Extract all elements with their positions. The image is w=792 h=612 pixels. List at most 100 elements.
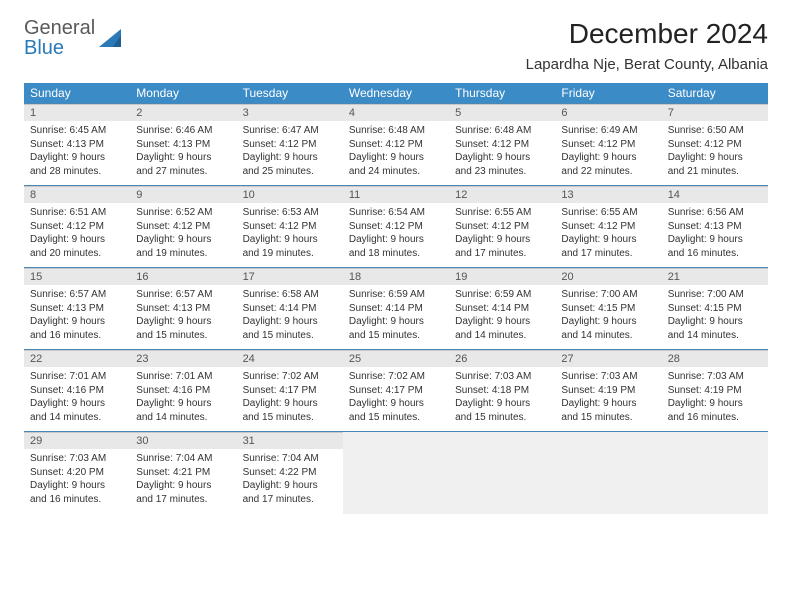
day-number: 1 bbox=[24, 104, 130, 121]
day-cell-3: 3Sunrise: 6:47 AMSunset: 4:12 PMDaylight… bbox=[237, 104, 343, 186]
daylight-line: Daylight: 9 hours and 15 minutes. bbox=[349, 397, 443, 424]
sunset-line: Sunset: 4:12 PM bbox=[455, 220, 549, 234]
sunrise-line: Sunrise: 6:46 AM bbox=[136, 124, 230, 138]
day-cell-26: 26Sunrise: 7:03 AMSunset: 4:18 PMDayligh… bbox=[449, 350, 555, 432]
day-number: 7 bbox=[662, 104, 768, 121]
sunrise-line: Sunrise: 7:00 AM bbox=[561, 288, 655, 302]
sunrise-line: Sunrise: 6:53 AM bbox=[243, 206, 337, 220]
day-cell-18: 18Sunrise: 6:59 AMSunset: 4:14 PMDayligh… bbox=[343, 268, 449, 350]
day-cell-22: 22Sunrise: 7:01 AMSunset: 4:16 PMDayligh… bbox=[24, 350, 130, 432]
brand-triangle-icon bbox=[99, 27, 125, 51]
sunrise-line: Sunrise: 6:58 AM bbox=[243, 288, 337, 302]
sunset-line: Sunset: 4:14 PM bbox=[455, 302, 549, 316]
sunrise-line: Sunrise: 6:56 AM bbox=[668, 206, 762, 220]
day-cell-2: 2Sunrise: 6:46 AMSunset: 4:13 PMDaylight… bbox=[130, 104, 236, 186]
day-body: Sunrise: 6:45 AMSunset: 4:13 PMDaylight:… bbox=[24, 121, 130, 183]
day-cell-24: 24Sunrise: 7:02 AMSunset: 4:17 PMDayligh… bbox=[237, 350, 343, 432]
daylight-line: Daylight: 9 hours and 27 minutes. bbox=[136, 151, 230, 178]
sunrise-line: Sunrise: 6:45 AM bbox=[30, 124, 124, 138]
daylight-line: Daylight: 9 hours and 14 minutes. bbox=[136, 397, 230, 424]
day-body: Sunrise: 6:57 AMSunset: 4:13 PMDaylight:… bbox=[24, 285, 130, 347]
sunset-line: Sunset: 4:13 PM bbox=[668, 220, 762, 234]
dow-header-tuesday: Tuesday bbox=[237, 83, 343, 104]
brand-text: General Blue bbox=[24, 18, 95, 58]
day-number: 4 bbox=[343, 104, 449, 121]
day-body: Sunrise: 7:03 AMSunset: 4:18 PMDaylight:… bbox=[449, 367, 555, 429]
sunset-line: Sunset: 4:12 PM bbox=[243, 220, 337, 234]
sunrise-line: Sunrise: 7:01 AM bbox=[30, 370, 124, 384]
brand-logo: General Blue bbox=[24, 18, 125, 58]
day-number: 25 bbox=[343, 350, 449, 367]
sunrise-line: Sunrise: 6:50 AM bbox=[668, 124, 762, 138]
day-cell-15: 15Sunrise: 6:57 AMSunset: 4:13 PMDayligh… bbox=[24, 268, 130, 350]
daylight-line: Daylight: 9 hours and 14 minutes. bbox=[30, 397, 124, 424]
day-body: Sunrise: 7:00 AMSunset: 4:15 PMDaylight:… bbox=[662, 285, 768, 347]
brand-word-2: Blue bbox=[24, 37, 64, 59]
daylight-line: Daylight: 9 hours and 15 minutes. bbox=[243, 315, 337, 342]
daylight-line: Daylight: 9 hours and 19 minutes. bbox=[243, 233, 337, 260]
day-cell-30: 30Sunrise: 7:04 AMSunset: 4:21 PMDayligh… bbox=[130, 432, 236, 514]
day-cell-20: 20Sunrise: 7:00 AMSunset: 4:15 PMDayligh… bbox=[555, 268, 661, 350]
day-number: 16 bbox=[130, 268, 236, 285]
dow-header-thursday: Thursday bbox=[449, 83, 555, 104]
day-body: Sunrise: 6:56 AMSunset: 4:13 PMDaylight:… bbox=[662, 203, 768, 265]
day-cell-12: 12Sunrise: 6:55 AMSunset: 4:12 PMDayligh… bbox=[449, 186, 555, 268]
daylight-line: Daylight: 9 hours and 15 minutes. bbox=[136, 315, 230, 342]
sunset-line: Sunset: 4:13 PM bbox=[136, 302, 230, 316]
sunset-line: Sunset: 4:12 PM bbox=[349, 220, 443, 234]
day-body: Sunrise: 7:04 AMSunset: 4:22 PMDaylight:… bbox=[237, 449, 343, 511]
daylight-line: Daylight: 9 hours and 22 minutes. bbox=[561, 151, 655, 178]
day-body: Sunrise: 6:48 AMSunset: 4:12 PMDaylight:… bbox=[449, 121, 555, 183]
day-cell-23: 23Sunrise: 7:01 AMSunset: 4:16 PMDayligh… bbox=[130, 350, 236, 432]
day-number: 18 bbox=[343, 268, 449, 285]
day-body: Sunrise: 6:54 AMSunset: 4:12 PMDaylight:… bbox=[343, 203, 449, 265]
sunset-line: Sunset: 4:17 PM bbox=[243, 384, 337, 398]
sunrise-line: Sunrise: 7:04 AM bbox=[136, 452, 230, 466]
day-cell-4: 4Sunrise: 6:48 AMSunset: 4:12 PMDaylight… bbox=[343, 104, 449, 186]
dow-header-saturday: Saturday bbox=[662, 83, 768, 104]
daylight-line: Daylight: 9 hours and 15 minutes. bbox=[243, 397, 337, 424]
calendar-week-row: 8Sunrise: 6:51 AMSunset: 4:12 PMDaylight… bbox=[24, 186, 768, 268]
sunset-line: Sunset: 4:19 PM bbox=[561, 384, 655, 398]
day-body: Sunrise: 7:04 AMSunset: 4:21 PMDaylight:… bbox=[130, 449, 236, 511]
day-cell-9: 9Sunrise: 6:52 AMSunset: 4:12 PMDaylight… bbox=[130, 186, 236, 268]
day-number: 24 bbox=[237, 350, 343, 367]
day-number: 31 bbox=[237, 432, 343, 449]
day-body: Sunrise: 7:03 AMSunset: 4:20 PMDaylight:… bbox=[24, 449, 130, 511]
daylight-line: Daylight: 9 hours and 16 minutes. bbox=[30, 315, 124, 342]
day-body: Sunrise: 6:49 AMSunset: 4:12 PMDaylight:… bbox=[555, 121, 661, 183]
day-body: Sunrise: 6:47 AMSunset: 4:12 PMDaylight:… bbox=[237, 121, 343, 183]
day-body: Sunrise: 6:58 AMSunset: 4:14 PMDaylight:… bbox=[237, 285, 343, 347]
month-title: December 2024 bbox=[526, 18, 768, 50]
daylight-line: Daylight: 9 hours and 18 minutes. bbox=[349, 233, 443, 260]
day-cell-17: 17Sunrise: 6:58 AMSunset: 4:14 PMDayligh… bbox=[237, 268, 343, 350]
day-body: Sunrise: 6:57 AMSunset: 4:13 PMDaylight:… bbox=[130, 285, 236, 347]
daylight-line: Daylight: 9 hours and 14 minutes. bbox=[668, 315, 762, 342]
day-cell-25: 25Sunrise: 7:02 AMSunset: 4:17 PMDayligh… bbox=[343, 350, 449, 432]
sunrise-line: Sunrise: 7:03 AM bbox=[561, 370, 655, 384]
calendar-week-row: 15Sunrise: 6:57 AMSunset: 4:13 PMDayligh… bbox=[24, 268, 768, 350]
sunrise-line: Sunrise: 7:03 AM bbox=[455, 370, 549, 384]
sunset-line: Sunset: 4:14 PM bbox=[349, 302, 443, 316]
sunrise-line: Sunrise: 6:49 AM bbox=[561, 124, 655, 138]
sunset-line: Sunset: 4:12 PM bbox=[243, 138, 337, 152]
sunrise-line: Sunrise: 6:59 AM bbox=[349, 288, 443, 302]
sunset-line: Sunset: 4:12 PM bbox=[136, 220, 230, 234]
calendar-table: SundayMondayTuesdayWednesdayThursdayFrid… bbox=[24, 83, 768, 514]
day-number: 11 bbox=[343, 186, 449, 203]
sunrise-line: Sunrise: 7:00 AM bbox=[668, 288, 762, 302]
day-number: 10 bbox=[237, 186, 343, 203]
daylight-line: Daylight: 9 hours and 15 minutes. bbox=[561, 397, 655, 424]
sunrise-line: Sunrise: 6:48 AM bbox=[349, 124, 443, 138]
day-number: 14 bbox=[662, 186, 768, 203]
day-body: Sunrise: 6:59 AMSunset: 4:14 PMDaylight:… bbox=[449, 285, 555, 347]
sunset-line: Sunset: 4:17 PM bbox=[349, 384, 443, 398]
sunset-line: Sunset: 4:12 PM bbox=[349, 138, 443, 152]
day-number: 22 bbox=[24, 350, 130, 367]
day-number: 3 bbox=[237, 104, 343, 121]
sunset-line: Sunset: 4:13 PM bbox=[30, 302, 124, 316]
day-number: 9 bbox=[130, 186, 236, 203]
day-cell-6: 6Sunrise: 6:49 AMSunset: 4:12 PMDaylight… bbox=[555, 104, 661, 186]
day-cell-empty bbox=[662, 432, 768, 514]
sunrise-line: Sunrise: 6:55 AM bbox=[561, 206, 655, 220]
